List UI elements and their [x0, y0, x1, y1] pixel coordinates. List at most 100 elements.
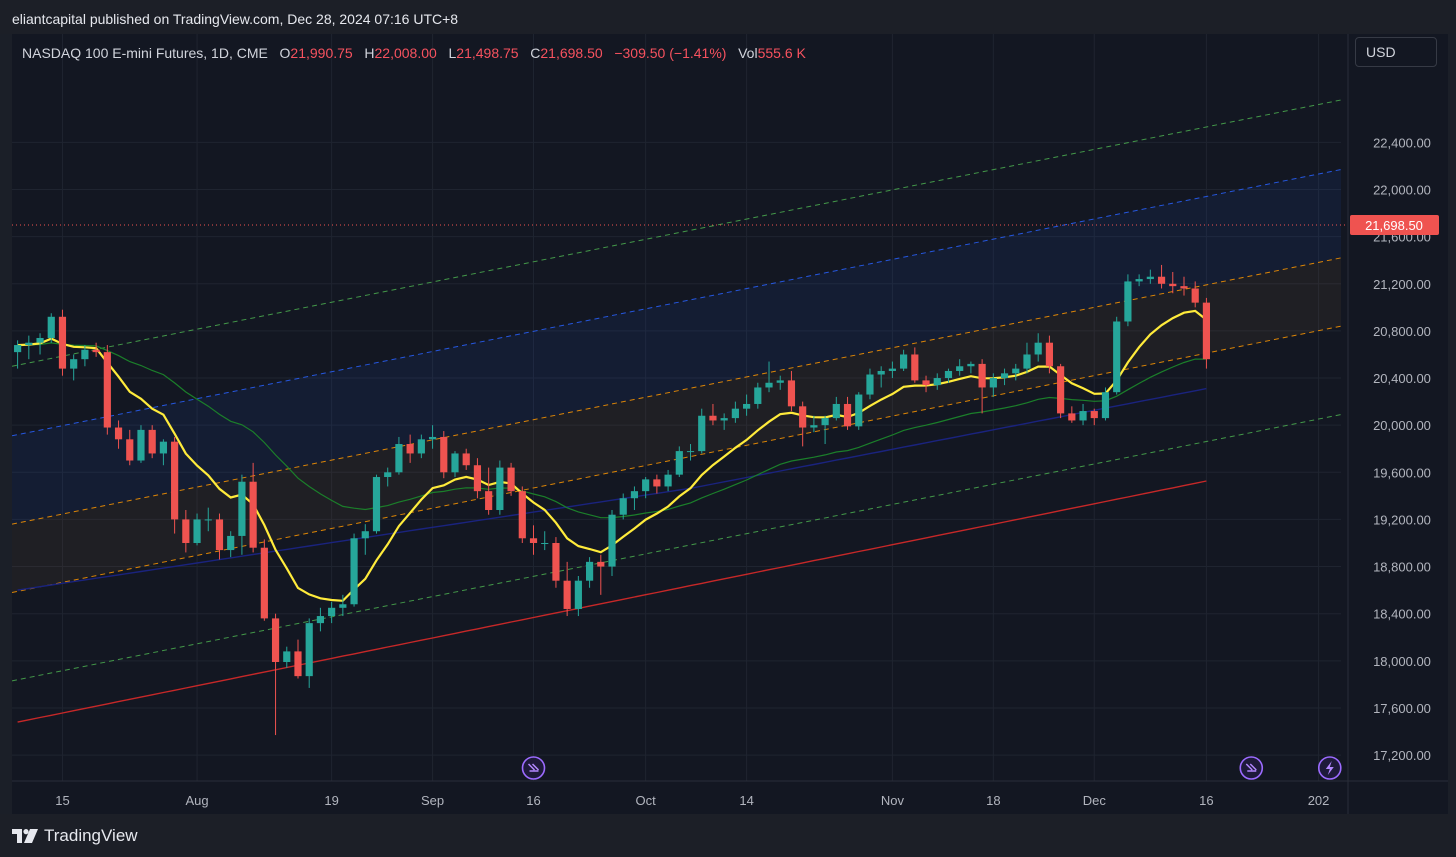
- candle-body: [664, 474, 672, 487]
- candle-body: [171, 441, 179, 520]
- channel-upper-fill: [12, 169, 1341, 525]
- candle-body: [47, 316, 55, 338]
- dividend-event-icon[interactable]: [1239, 756, 1264, 780]
- candle-body: [428, 436, 437, 440]
- candle-body: [361, 531, 369, 539]
- y-tick-label: 18,800.00: [1373, 560, 1431, 575]
- published-text: published on TradingView.com, Dec 28, 20…: [89, 11, 459, 27]
- symbol-name[interactable]: NASDAQ 100 E-mini Futures, 1D, CME: [22, 45, 268, 61]
- candle-body: [1146, 276, 1154, 280]
- last-price-tag-label: 21,698.50: [1365, 218, 1423, 233]
- candle-body: [1000, 373, 1009, 379]
- close-value: 21,698.50: [540, 45, 603, 61]
- candle-body: [81, 349, 89, 360]
- candle-body: [395, 444, 403, 473]
- candle-body: [619, 498, 627, 515]
- volume-label: Vol: [738, 45, 758, 61]
- x-tick-label: Aug: [185, 793, 208, 808]
- candle-body: [1113, 321, 1121, 393]
- x-tick-label: Nov: [881, 793, 905, 808]
- lightning-icon: [1325, 761, 1334, 775]
- channel-inner-upper-line: [12, 257, 1342, 525]
- candle-body: [866, 374, 874, 395]
- y-tick-label: 17,600.00: [1373, 701, 1431, 716]
- y-tick-label: 21,200.00: [1373, 277, 1431, 292]
- candle-body: [967, 363, 975, 367]
- brand-name: TradingView: [44, 826, 138, 845]
- candle-body: [608, 514, 616, 567]
- candle-body: [1157, 276, 1166, 284]
- y-tick-label: 17,200.00: [1373, 748, 1431, 763]
- x-tick-label: 14: [739, 793, 753, 808]
- channel-outer-lower-line: [12, 414, 1342, 682]
- grid-lines: [12, 34, 1341, 781]
- tradingview-logo[interactable]: TradingView: [12, 825, 138, 847]
- candle-body: [25, 342, 33, 346]
- candle-body: [1012, 368, 1020, 374]
- y-tick-label: 22,400.00: [1373, 135, 1431, 150]
- y-tick-label: 19,200.00: [1373, 512, 1431, 527]
- candle-body: [754, 387, 762, 404]
- candle-body: [204, 519, 212, 521]
- x-tick-label: 18: [986, 793, 1000, 808]
- earnings-event-icon[interactable]: [1317, 756, 1342, 780]
- candle-body: [642, 479, 650, 492]
- candle-body: [1169, 283, 1177, 287]
- footer-bar: [0, 814, 1456, 857]
- publisher-name[interactable]: eliantcapital: [12, 11, 86, 27]
- tradingview-logo-icon: [12, 829, 38, 843]
- high-value: 22,008.00: [374, 45, 437, 61]
- candle-body: [731, 408, 739, 419]
- candle-body: [597, 561, 605, 567]
- candle-body: [114, 427, 123, 440]
- candle-body: [137, 429, 145, 461]
- x-tick-label: Sep: [421, 793, 444, 808]
- candle-body: [126, 439, 134, 461]
- dividend-event-icon-glyph: [527, 763, 540, 772]
- candle-body: [933, 378, 941, 386]
- currency-button[interactable]: USD: [1355, 37, 1437, 67]
- y-tick-label: 20,400.00: [1373, 371, 1431, 386]
- candle-body: [58, 316, 67, 369]
- candle-body: [14, 345, 22, 353]
- low-label: L: [448, 45, 457, 61]
- candlestick-chart[interactable]: 22,400.0022,000.0021,600.0021,200.0020,8…: [12, 34, 1448, 814]
- candle-body: [260, 547, 268, 619]
- channel-outer-upper-line: [12, 99, 1342, 367]
- candle-body: [787, 380, 796, 407]
- candle-body: [1068, 413, 1076, 421]
- open-label: O: [279, 45, 291, 61]
- channel-upper-line: [12, 169, 1342, 437]
- candle-body: [541, 542, 549, 544]
- candle-body: [675, 451, 683, 475]
- dividend-event-icon-glyph: [1245, 763, 1257, 772]
- candle-body: [956, 366, 964, 371]
- candle-body: [552, 542, 560, 581]
- candle-body: [1124, 281, 1132, 322]
- y-tick-label: 19,600.00: [1373, 465, 1431, 480]
- y-tick-label: 22,000.00: [1373, 183, 1431, 198]
- x-tick-label: 16: [526, 793, 540, 808]
- volume-value: 555.6 K: [757, 45, 806, 61]
- candle-body: [1191, 288, 1199, 303]
- candle-body: [1101, 392, 1110, 419]
- candle-body: [686, 451, 695, 453]
- candle-body: [911, 354, 919, 381]
- candle-body: [709, 415, 717, 421]
- channel-middle-fill: [12, 257, 1341, 593]
- candle-body: [989, 378, 997, 388]
- candle-body: [1057, 366, 1065, 414]
- candle-body: [832, 403, 840, 419]
- candle-body: [215, 519, 224, 551]
- candle-body: [440, 436, 448, 473]
- candles: [14, 264, 1211, 736]
- candle-body: [529, 538, 538, 543]
- dividend-event-icon[interactable]: [521, 756, 546, 780]
- y-tick-label: 18,400.00: [1373, 607, 1431, 622]
- candle-body: [350, 538, 358, 605]
- candle-body: [462, 453, 470, 466]
- candle-body: [799, 406, 807, 428]
- chart-area[interactable]: 22,400.00 22,000.00 21,600.00 21,200.00 20,8…: [12, 34, 1448, 814]
- candle-body: [328, 607, 336, 617]
- candle-body: [630, 491, 639, 499]
